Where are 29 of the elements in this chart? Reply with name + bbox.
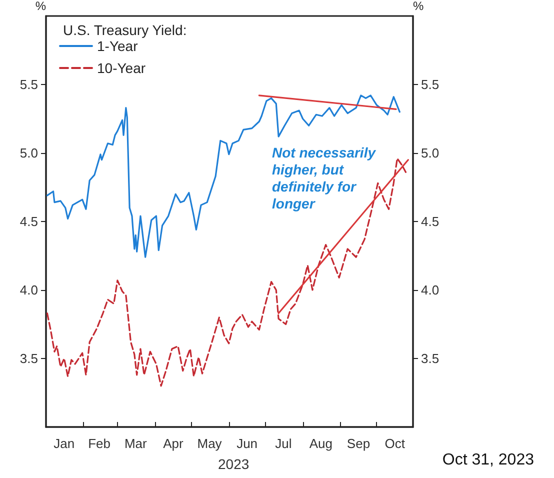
x-tick-label: May	[197, 436, 222, 451]
y-tick-label: 5.5	[20, 77, 38, 92]
x-tick-label: Jul	[275, 436, 292, 451]
x-tick-label: Sep	[346, 436, 370, 451]
y-axis-title: %	[35, 0, 46, 13]
text: Oct 31, 2023	[442, 452, 534, 468]
x-tick-label: Aug	[309, 436, 333, 451]
legend-label: 10-Year	[97, 60, 146, 76]
legend-title: U.S. Treasury Yield:	[63, 22, 187, 38]
y2-tick-label: 5.0	[421, 146, 440, 160]
x-tick-label: Oct	[384, 436, 406, 451]
y2-tick-label: 4.0	[421, 282, 440, 298]
x-axis-title: 2023	[218, 456, 250, 472]
x-tick-label: Apr	[163, 436, 184, 451]
legend-label: 1-Year	[97, 38, 138, 54]
x-tick-label: Jan	[54, 436, 75, 451]
x-tick-label: Mar	[124, 436, 148, 451]
y-tick-label: 5.0	[20, 146, 38, 160]
y2-tick-label: 4.5	[421, 214, 440, 229]
y2-axis-title: %	[413, 0, 424, 13]
line-series	[46, 94, 400, 258]
y2-tick-label: 3.5	[421, 351, 440, 366]
y-tick-label: 4.5	[20, 214, 38, 229]
x-tick-label: Jun	[236, 436, 258, 451]
y2-tick-label: 5.5	[421, 77, 440, 92]
x-tick-label: Feb	[88, 436, 110, 451]
annotation: Not necessarily higher, but definitely for longer	[272, 144, 380, 212]
y-tick-label: 3.5	[20, 351, 38, 366]
y-tick-label: 4.0	[20, 282, 38, 298]
